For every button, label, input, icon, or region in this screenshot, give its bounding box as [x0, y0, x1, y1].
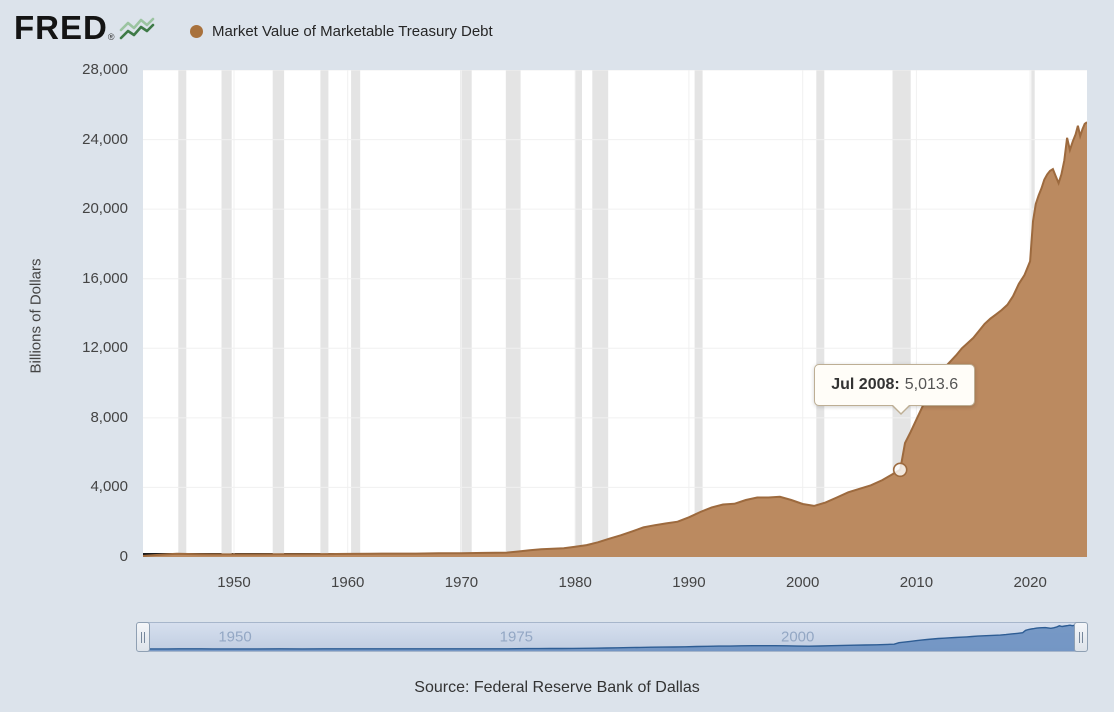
recession-band — [694, 70, 703, 557]
recession-band — [816, 70, 825, 557]
recession-band — [320, 70, 329, 557]
y-axis-tick-label: 24,000 — [82, 130, 128, 148]
date-range-slider: 1950 1975 2000 — [136, 620, 1088, 654]
slider-line — [145, 624, 1079, 650]
y-axis-title: Billions of Dollars — [27, 258, 45, 374]
recession-band — [272, 70, 285, 557]
treasury-debt-line — [143, 121, 1087, 557]
slider-year-label: 2000 — [780, 628, 815, 646]
y-axis-tick-labels: 0 4,000 8,000 12,000 16,000 20,000 24,000 28,00… — [56, 61, 128, 565]
recession-band — [351, 70, 361, 557]
recession-band — [592, 70, 609, 557]
tooltip-value: 5,013.6 — [904, 375, 959, 393]
y-axis-tick-label: 12,000 — [82, 339, 128, 357]
fred-logo-text: FRED — [14, 9, 108, 46]
fred-logo[interactable]: FRED ® — [14, 9, 155, 46]
series-legend-label: Market Value of Marketable Treasury Debt — [212, 23, 493, 40]
slider-year-label: 1950 — [218, 628, 252, 646]
y-axis-tick-label: 0 — [119, 548, 128, 565]
recession-band — [178, 70, 187, 557]
grip-icon — [141, 631, 145, 643]
fred-logo-sparkline-icon — [120, 17, 155, 40]
recession-band — [505, 70, 521, 557]
treasury-debt-area-chart[interactable] — [143, 70, 1087, 557]
source-attribution: Source: Federal Reserve Bank of Dallas — [414, 679, 700, 696]
slider-year-label: 1975 — [499, 628, 534, 646]
slider-mini-chart — [145, 624, 1079, 651]
y-axis-tick-label: 16,000 — [82, 269, 128, 287]
x-axis-tick-label: 1990 — [672, 574, 706, 591]
recession-band — [575, 70, 582, 557]
recession-band — [892, 70, 911, 557]
recession-band — [221, 70, 232, 557]
slider-area — [145, 625, 1079, 651]
tooltip-marker — [892, 462, 908, 478]
x-axis-tick-labels: 1950 1960 1970 1980 1990 2000 2010 2020 — [143, 574, 1087, 594]
date-range-slider-track[interactable]: 1950 1975 2000 — [144, 622, 1080, 652]
chart-plot-area[interactable]: Jul 2008: 5,013.6 — [143, 70, 1087, 557]
y-axis-tick-label: 4,000 — [90, 478, 128, 496]
x-axis-tick-label: 2010 — [899, 574, 934, 591]
treasury-debt-area — [143, 122, 1087, 557]
x-axis-tick-label: 1970 — [444, 574, 479, 591]
range-slider-left-handle[interactable] — [136, 622, 150, 652]
tooltip-date-label: Jul 2008: — [831, 375, 900, 393]
data-tooltip: Jul 2008: 5,013.6 — [814, 363, 976, 415]
y-axis-tick-label: 20,000 — [82, 200, 128, 218]
x-axis-tick-label: 2020 — [1013, 574, 1047, 591]
series-legend-dot-icon — [190, 25, 203, 38]
recession-band — [460, 70, 472, 557]
y-axis-tick-label: 28,000 — [82, 61, 128, 78]
y-axis-tick-label: 8,000 — [90, 408, 128, 426]
x-axis-tick-label: 1950 — [217, 574, 251, 591]
range-slider-right-handle[interactable] — [1074, 622, 1088, 652]
x-axis-tick-label: 1960 — [331, 574, 365, 591]
grip-icon — [1079, 631, 1083, 643]
registered-mark: ® — [107, 32, 115, 42]
x-axis-tick-label: 2000 — [785, 574, 820, 591]
x-axis-tick-label: 1980 — [558, 574, 592, 591]
series-legend[interactable]: Market Value of Marketable Treasury Debt — [190, 23, 493, 40]
